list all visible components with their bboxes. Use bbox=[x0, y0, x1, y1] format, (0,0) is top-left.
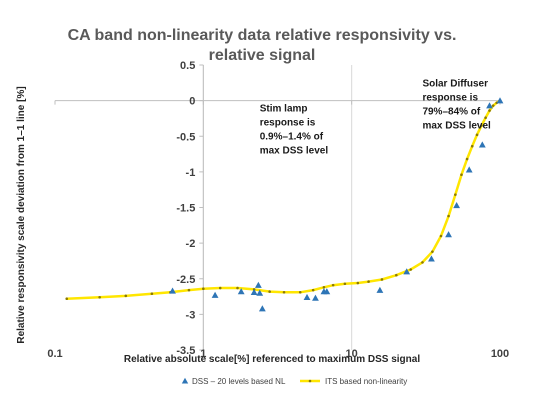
y-tick-label: -1 bbox=[186, 167, 196, 179]
tick-labels: 0.5 0 -0.5 -1 -1.5 -2 -2.5 -3 -3.5 0.1 1 10 100 bbox=[47, 60, 509, 360]
its-data-point bbox=[454, 193, 457, 196]
x-tick-label: 10 bbox=[346, 348, 358, 360]
annotation-2-line: response is bbox=[422, 92, 478, 103]
dss-data-point bbox=[453, 201, 461, 209]
its-data-point bbox=[356, 281, 360, 285]
its-data-point bbox=[447, 214, 450, 218]
its-data-point bbox=[65, 297, 69, 301]
annotations: Stim lamp response is 0.9%–1.4% of max DSS … bbox=[260, 78, 491, 156]
y-tick-label: -3 bbox=[186, 309, 196, 321]
its-data-point bbox=[465, 157, 469, 161]
dss-data-point bbox=[303, 293, 311, 300]
its-data-point bbox=[395, 273, 398, 277]
legend-label-dss: DSS – 20 levels based NL bbox=[192, 377, 286, 386]
chart-title: CA band non-linearity data relative resp… bbox=[68, 27, 457, 64]
dss-data-point bbox=[465, 166, 473, 173]
its-data-point bbox=[484, 116, 487, 120]
legend-triangle-marker bbox=[181, 377, 189, 384]
y-tick-label: -2 bbox=[186, 238, 196, 250]
annotation-1-line: Stim lamp bbox=[260, 103, 308, 114]
its-data-point bbox=[409, 268, 412, 271]
its-data-point bbox=[380, 278, 384, 281]
annotation-2-line: Solar Diffuser bbox=[422, 78, 488, 89]
y-tick-label: 0 bbox=[189, 96, 195, 108]
dss-data-point bbox=[428, 255, 435, 262]
annotation-1-line: response is bbox=[260, 117, 316, 128]
its-data-point bbox=[98, 295, 101, 299]
its-data-point bbox=[311, 288, 315, 292]
dss-data-point bbox=[237, 288, 245, 295]
its-data-point bbox=[298, 290, 302, 294]
x-tick-label: 0.1 bbox=[47, 348, 62, 360]
annotation-1-line: 0.9%–1.4% of bbox=[260, 131, 324, 142]
x-tick-label: 1 bbox=[200, 348, 206, 360]
its-series bbox=[65, 99, 502, 301]
dss-data-point bbox=[403, 268, 411, 275]
y-tick-label: 0.5 bbox=[180, 60, 195, 72]
dss-data-point bbox=[478, 141, 486, 148]
its-data-point bbox=[475, 133, 479, 137]
its-data-point bbox=[488, 109, 491, 112]
dss-data-point bbox=[376, 286, 384, 293]
its-data-point bbox=[431, 250, 434, 253]
y-axis-label: Relative responsivity scale deviation fr… bbox=[16, 86, 27, 343]
dss-data-point bbox=[496, 97, 504, 104]
its-data-point bbox=[470, 144, 474, 148]
its-data-point bbox=[331, 283, 335, 287]
its-data-point bbox=[218, 286, 222, 290]
legend-label-its: ITS based non-linearity bbox=[325, 377, 407, 386]
x-axis-label: Relative absolute scale[%] referenced to… bbox=[124, 354, 420, 365]
dss-series bbox=[169, 97, 504, 312]
annotation-2-line: max DSS level bbox=[422, 120, 491, 131]
legend: DSS – 20 levels based NL ITS based non-l… bbox=[181, 377, 407, 386]
chart-title-line-1: CA band non-linearity data relative resp… bbox=[68, 27, 457, 44]
its-data-point bbox=[460, 173, 463, 177]
axes bbox=[54, 64, 501, 351]
dss-data-point bbox=[258, 305, 266, 312]
dss-data-point bbox=[256, 289, 264, 296]
dss-data-point bbox=[211, 291, 219, 298]
its-data-point bbox=[202, 287, 205, 291]
its-data-point bbox=[343, 282, 347, 286]
dss-data-point bbox=[323, 288, 331, 295]
its-data-point bbox=[480, 124, 483, 127]
its-data-point bbox=[421, 261, 424, 264]
its-data-point bbox=[367, 280, 370, 283]
its-data-point bbox=[322, 286, 326, 289]
dss-data-point bbox=[445, 231, 452, 238]
its-data-point bbox=[187, 288, 191, 292]
dss-data-point bbox=[312, 294, 319, 301]
its-data-point bbox=[268, 290, 271, 293]
its-data-point bbox=[491, 104, 495, 107]
y-tick-label: -0.5 bbox=[176, 131, 195, 143]
dss-data-point bbox=[169, 287, 176, 294]
its-data-point bbox=[236, 286, 239, 290]
x-tick-label: 100 bbox=[491, 348, 509, 360]
y-tick-label: -1.5 bbox=[176, 203, 195, 215]
its-data-point bbox=[282, 290, 286, 294]
annotation-1-line: max DSS level bbox=[260, 145, 329, 156]
dss-data-point bbox=[486, 102, 493, 109]
chart-title-line-2: relative signal bbox=[209, 47, 316, 64]
dss-data-point bbox=[250, 288, 258, 296]
legend-dot-marker bbox=[308, 379, 312, 383]
its-data-point bbox=[439, 234, 443, 238]
y-tick-label: -3.5 bbox=[176, 345, 195, 357]
its-data-point bbox=[150, 292, 154, 296]
its-data-point bbox=[124, 294, 128, 298]
y-tick-label: -2.5 bbox=[176, 274, 195, 286]
dss-data-point bbox=[254, 281, 262, 288]
annotation-2-line: 79%–84% of bbox=[422, 106, 480, 117]
